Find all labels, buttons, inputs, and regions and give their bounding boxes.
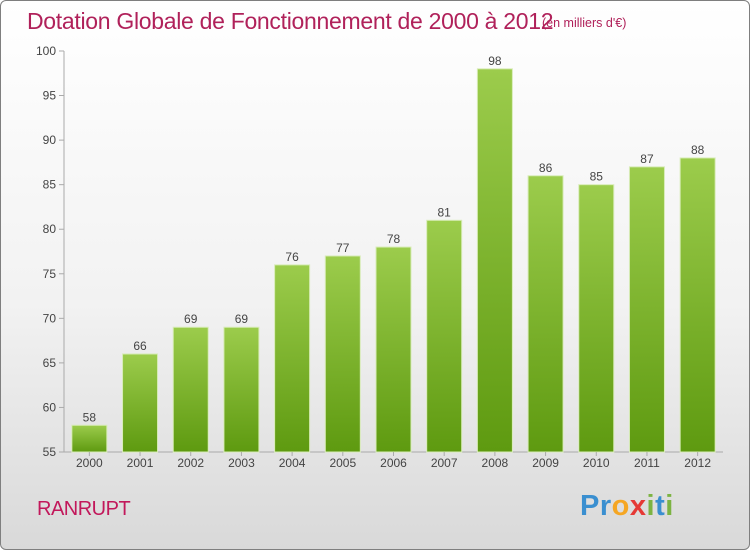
bar [324, 255, 361, 453]
data-label: 76 [285, 250, 299, 264]
x-tick-label: 2008 [482, 456, 509, 470]
bar [172, 326, 209, 453]
bars [71, 68, 716, 453]
y-axis: 55 60 65 70 75 80 85 90 95 100 [36, 44, 64, 459]
data-label: 69 [184, 312, 198, 326]
x-tick-label: 2004 [279, 456, 306, 470]
logo-letter: o [611, 490, 630, 522]
x-axis: 2000 2001 2002 2003 2004 2005 2006 2007 2008 2009… [76, 452, 711, 470]
logo-letter: i [646, 490, 656, 522]
bar [426, 219, 463, 453]
proxiti-logo: Proxiti [580, 490, 674, 523]
data-labels: 58 66 69 69 76 77 78 81 98 86 85 87 88 [83, 54, 705, 424]
commune-name: RANRUPT [37, 498, 131, 520]
logo-letter: i [665, 490, 674, 522]
bar [628, 166, 665, 453]
data-label: 85 [590, 170, 604, 184]
x-tick-label: 2005 [329, 456, 356, 470]
data-label: 86 [539, 161, 553, 175]
x-tick-label: 2003 [228, 456, 255, 470]
logo-letter: t [655, 490, 666, 522]
x-tick-label: 2010 [583, 456, 610, 470]
logo-letter: x [629, 490, 647, 522]
bar [679, 157, 716, 453]
y-tick-label: 65 [43, 356, 57, 370]
data-label: 78 [387, 232, 401, 246]
y-tick-label: 75 [43, 267, 57, 281]
bar [476, 68, 513, 453]
y-tick-label: 95 [43, 89, 57, 103]
y-tick-label: 100 [36, 44, 56, 58]
x-tick-label: 2011 [634, 456, 660, 470]
y-tick-label: 80 [43, 222, 57, 236]
data-label: 58 [83, 410, 97, 424]
unit-note: (en milliers d'€) [542, 16, 627, 30]
y-tick-label: 85 [43, 178, 57, 192]
x-tick-label: 2006 [380, 456, 407, 470]
x-tick-label: 2000 [76, 456, 103, 470]
data-label: 69 [235, 312, 249, 326]
y-tick-label: 55 [43, 445, 57, 459]
bar [122, 353, 159, 453]
x-tick-label: 2007 [431, 456, 458, 470]
data-label: 87 [640, 152, 654, 166]
data-label: 98 [488, 54, 502, 68]
logo-letter: r [599, 490, 612, 522]
bar [274, 264, 311, 453]
data-label: 66 [133, 339, 147, 353]
bar [375, 246, 412, 453]
x-tick-label: 2001 [127, 456, 154, 470]
y-tick-label: 60 [43, 400, 57, 414]
data-label: 88 [691, 143, 705, 157]
x-tick-label: 2002 [177, 456, 204, 470]
y-tick-label: 70 [43, 311, 57, 325]
data-label: 81 [438, 205, 452, 219]
x-tick-label: 2009 [532, 456, 559, 470]
bar [578, 184, 615, 453]
y-tick-label: 90 [43, 133, 57, 147]
bar [527, 175, 564, 453]
bar [223, 326, 260, 453]
x-tick-label: 2012 [684, 456, 711, 470]
bar [71, 424, 108, 453]
logo-letter: P [580, 490, 600, 522]
data-label: 77 [336, 241, 350, 255]
chart-title: Dotation Globale de Fonctionnement de 20… [27, 8, 554, 34]
